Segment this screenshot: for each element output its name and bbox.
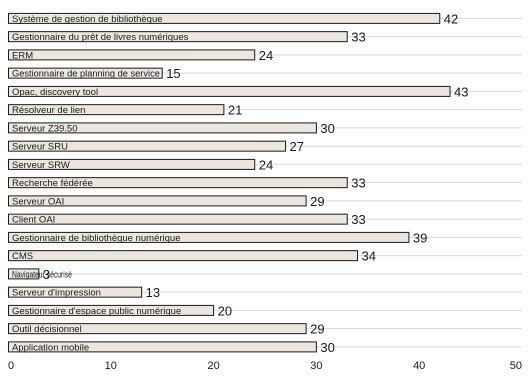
x-tick-label: 40 <box>413 360 425 372</box>
value-label: 30 <box>320 340 334 355</box>
category-label: Recherche fédérée <box>12 178 93 189</box>
bar <box>8 122 317 134</box>
category-label: Application mobile <box>12 342 89 353</box>
x-tick-label: 20 <box>207 360 219 372</box>
value-label: 42 <box>444 11 458 26</box>
x-tick-label: 0 <box>8 360 14 372</box>
bar <box>8 213 348 225</box>
bar <box>8 286 143 298</box>
bar <box>8 341 317 353</box>
bar <box>8 12 441 24</box>
value-label: 24 <box>259 48 273 63</box>
bar <box>8 250 359 262</box>
value-label: 20 <box>218 303 232 318</box>
category-label: CMS <box>12 251 33 262</box>
value-label: 29 <box>310 322 324 337</box>
value-label: 33 <box>351 212 365 227</box>
value-label: 21 <box>228 103 242 118</box>
category-label: Serveur OAI <box>12 196 64 207</box>
category-label: Opac, discovery tool <box>12 87 98 98</box>
category-label: Client OAI <box>12 215 55 226</box>
bar <box>8 67 163 79</box>
category-label: Gestionnaire de planning de service <box>12 68 160 79</box>
value-label: 24 <box>259 157 273 172</box>
bar <box>8 158 256 170</box>
bar <box>8 304 215 316</box>
category-label: Résolveur de lien <box>12 105 85 116</box>
category-label: Serveur SRU <box>12 142 68 153</box>
category-label: Gestionnaire du prêt de livres numérique… <box>12 32 189 43</box>
category-label: Serveur SRW <box>12 160 70 171</box>
value-label: 34 <box>362 249 376 264</box>
bar <box>8 268 40 280</box>
value-label: 33 <box>351 176 365 191</box>
x-tick-label: 10 <box>105 360 117 372</box>
category-label: ERM <box>12 50 33 61</box>
category-label: Outil décisionnel <box>12 324 82 335</box>
bar <box>8 49 256 61</box>
bar <box>8 177 348 189</box>
value-label: 43 <box>454 84 468 99</box>
bar <box>8 323 307 335</box>
category-label: Navigateur sécurisé <box>12 269 72 279</box>
value-label: 33 <box>351 30 365 45</box>
value-label: 29 <box>310 194 324 209</box>
category-label: Gestionnaire d'espace public numérique <box>12 306 181 317</box>
value-label: 3 <box>43 267 50 282</box>
category-label: Gestionnaire de bibliothèque numérique <box>12 233 180 244</box>
value-label: 15 <box>166 66 180 81</box>
value-label: 27 <box>290 139 304 154</box>
category-label: Système de gestion de bibliothèque <box>12 14 163 25</box>
bar <box>8 231 410 243</box>
bar <box>8 195 307 207</box>
value-label: 39 <box>413 230 427 245</box>
x-tick-label: 50 <box>510 360 522 372</box>
bar <box>8 31 348 43</box>
bar <box>8 104 225 116</box>
bar <box>8 140 287 152</box>
value-label: 13 <box>146 285 160 300</box>
bar <box>8 85 451 97</box>
category-label: Serveur d'impression <box>12 288 101 299</box>
x-tick-label: 30 <box>310 360 322 372</box>
value-label: 30 <box>320 121 334 136</box>
category-label: Serveur Z39.50 <box>12 123 77 134</box>
